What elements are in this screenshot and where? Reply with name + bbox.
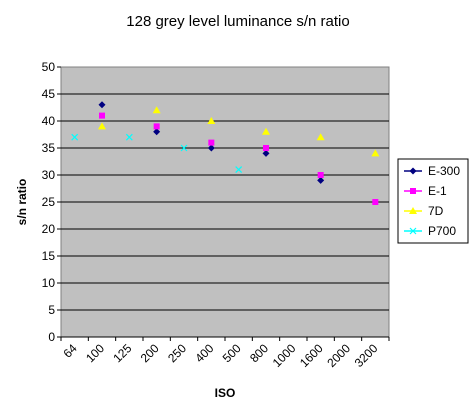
y-tick-label: 40 [42, 114, 56, 128]
data-point [262, 127, 270, 135]
data-point [98, 101, 106, 109]
data-point [98, 122, 106, 130]
x-tick-label: 125 [110, 341, 134, 365]
x-tick-label: 500 [220, 341, 244, 365]
data-point [153, 123, 160, 130]
x-axis-label: ISO [215, 386, 236, 400]
legend-label: 7D [428, 204, 444, 218]
y-tick-label: 5 [48, 303, 55, 317]
data-point [153, 128, 161, 136]
data-point [207, 144, 215, 152]
data-point [409, 207, 417, 214]
y-tick-label: 25 [42, 195, 56, 209]
y-axis-ticks: 0 5 10 15 20 25 30 35 40 45 50 [42, 60, 61, 344]
x-tick-label: 2000 [324, 341, 353, 370]
data-point [262, 149, 270, 157]
y-tick-label: 0 [48, 330, 55, 344]
x-tick-label: 64 [60, 341, 80, 361]
data-point [410, 188, 416, 194]
y-tick-label: 50 [42, 60, 56, 74]
y-tick-label: 10 [42, 276, 56, 290]
data-points [71, 101, 380, 205]
x-tick-label: 400 [192, 341, 216, 365]
data-point [125, 133, 133, 141]
data-point [316, 133, 325, 141]
data-point [207, 117, 216, 124]
y-tick-label: 15 [42, 249, 56, 263]
data-point [71, 133, 79, 141]
x-tick-label: 100 [83, 341, 107, 365]
x-tick-label: 250 [165, 341, 189, 365]
legend-label: E-300 [428, 164, 460, 178]
y-tick-label: 30 [42, 168, 56, 182]
x-tick-label: 800 [247, 341, 271, 365]
y-axis-label: s/n ratio [15, 179, 29, 226]
data-point [263, 145, 269, 151]
chart-title: 128 grey level luminance s/n ratio [126, 13, 349, 30]
data-point [409, 167, 417, 175]
gridlines [61, 93, 389, 311]
y-tick-label: 20 [42, 222, 56, 236]
data-point [372, 199, 379, 205]
x-tick-label: 3200 [352, 341, 381, 370]
y-tick-label: 45 [42, 87, 56, 101]
y-tick-label: 35 [42, 141, 56, 155]
data-point [317, 172, 324, 178]
data-point [235, 166, 243, 174]
legend-label: E-1 [428, 184, 447, 198]
x-tick-label: 1600 [297, 341, 326, 370]
legend-label: P700 [428, 224, 456, 238]
x-tick-label: 1000 [270, 341, 299, 370]
data-point [409, 227, 417, 235]
data-point [152, 106, 161, 114]
legend: E-300 E-1 7D P700 [397, 158, 469, 244]
data-point [99, 112, 105, 119]
data-point [208, 139, 215, 146]
data-point [317, 176, 325, 184]
data-point [371, 149, 380, 157]
legend-box [397, 158, 469, 244]
x-tick-label: 200 [138, 341, 162, 365]
data-point [180, 144, 188, 152]
